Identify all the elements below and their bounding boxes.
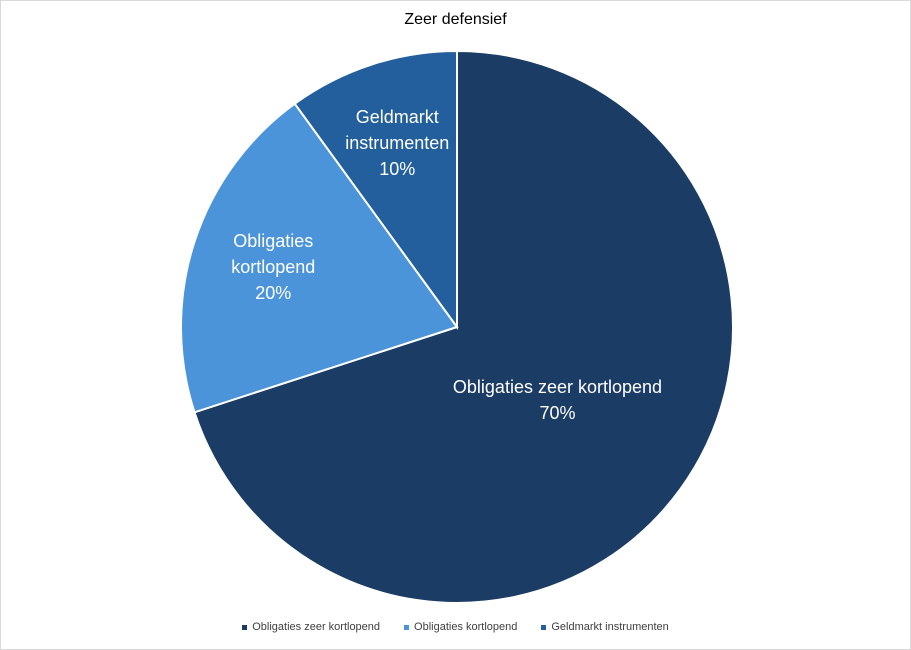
data-label-value: 70% — [539, 403, 576, 423]
data-label-value: 10% — [379, 159, 416, 180]
legend-label: Obligaties zeer kortlopend — [252, 621, 381, 633]
pie-slice — [180, 102, 459, 414]
data-label: Geldmarkt instrumenten 10% — [337, 104, 457, 182]
chart-title: Zeer defensief — [404, 11, 507, 28]
legend-item: Geldmarkt instrumenten — [541, 621, 669, 633]
pie-slice — [193, 49, 734, 604]
pie-slice — [293, 49, 458, 331]
legend-item: Obligaties zeer kortlopend — [242, 621, 380, 633]
data-label-category: Obligaties zeer kortlopend — [452, 377, 663, 397]
data-label-category: Obligaties kortlopend — [231, 231, 316, 278]
data-label: Obligaties kortlopend 20% — [213, 228, 333, 306]
legend-swatch — [404, 624, 410, 630]
legend-label: Geldmarkt instrumenten — [551, 621, 669, 633]
legend-swatch — [242, 624, 248, 630]
data-label-category: Geldmarkt instrumenten — [345, 107, 450, 154]
data-label: Obligaties zeer kortlopend 70% — [453, 374, 662, 426]
legend: Obligaties zeer kortlopend Obligaties kor… — [1, 621, 910, 633]
legend-label: Obligaties kortlopend — [414, 621, 518, 633]
legend-item: Obligaties kortlopend — [404, 621, 517, 633]
data-label-value: 20% — [255, 283, 292, 304]
legend-swatch — [541, 624, 547, 630]
